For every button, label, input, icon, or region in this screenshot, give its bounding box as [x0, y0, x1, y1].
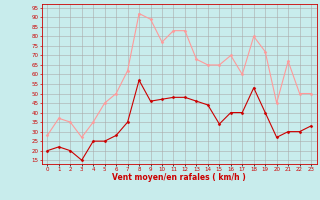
X-axis label: Vent moyen/en rafales ( km/h ): Vent moyen/en rafales ( km/h )	[112, 173, 246, 182]
